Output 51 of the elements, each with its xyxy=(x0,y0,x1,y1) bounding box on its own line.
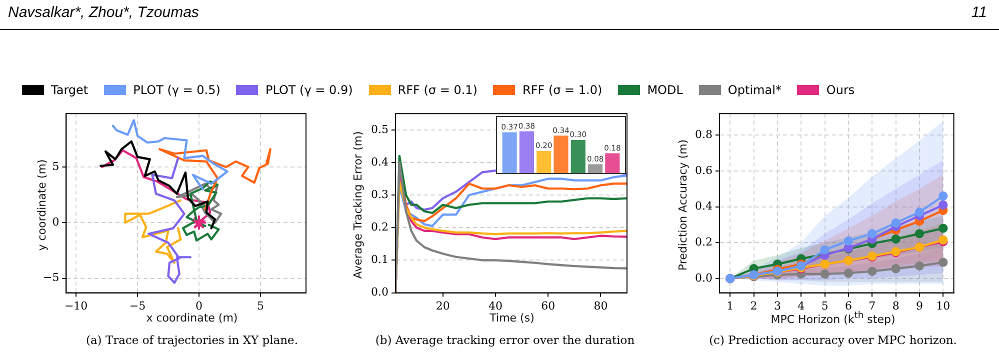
x-tick-label: 4 xyxy=(798,299,805,312)
x-tick-label: 1 xyxy=(726,299,734,312)
text: 11 xyxy=(971,4,987,21)
y-tick-label: 0.0 xyxy=(370,286,388,299)
y-axis-title: Prediction Accuracy (m) xyxy=(676,139,690,271)
y-tick-label: 5 xyxy=(52,160,60,173)
legend-label: PLOT (γ = 0.5) xyxy=(133,83,220,97)
x-tick-label: 20 xyxy=(436,299,450,312)
text: Navsalkar*, Zhou*, Tzoumas xyxy=(8,4,199,21)
y-tick-label: −5 xyxy=(42,271,60,284)
x-axis-title: MPC Horizon (k$^{th}$ step) xyxy=(770,310,896,326)
y-tick-label: 0.2 xyxy=(370,220,388,234)
x-tick-label: 8 xyxy=(892,299,900,312)
legend-label: Target xyxy=(51,83,88,97)
x-tick-label: 3 xyxy=(774,299,781,312)
x-tick-label: 9 xyxy=(916,299,923,312)
y-tick-label: 0.4 xyxy=(370,155,388,168)
y-tick-label: 0.3 xyxy=(370,188,388,201)
legend-label: MODL xyxy=(647,83,683,97)
x-tick-label: 80 xyxy=(594,299,608,312)
y-tick-label: 0.1 xyxy=(370,253,388,266)
y-tick-label: 0 xyxy=(52,216,60,229)
legend-label: PLOT (γ = 0.9) xyxy=(265,83,353,97)
x-tick-label: 6 xyxy=(844,299,852,312)
x-tick-label: 40 xyxy=(488,299,502,312)
text: (c) Prediction accuracy over MPC horizon. xyxy=(709,333,957,347)
y-axis-title: y coordinate (m) xyxy=(36,159,48,251)
text: (b) Average tracking error over the duration xyxy=(375,333,635,347)
y-tick-label: 0.8 xyxy=(694,128,712,141)
x-tick-label: −10 xyxy=(64,299,88,312)
x-tick-label: 10 xyxy=(936,299,950,312)
legend-label: RFF (σ = 0.1) xyxy=(398,83,478,97)
x-tick-label: 5 xyxy=(821,299,828,312)
y-axis-title: Average Tracking Error (m) xyxy=(352,131,364,279)
y-tick-label: 0.4 xyxy=(694,200,712,213)
x-tick-label: 7 xyxy=(868,299,876,312)
x-tick-label: 2 xyxy=(750,299,758,312)
y-tick-label: 0.2 xyxy=(694,235,712,248)
x-tick-label: 5 xyxy=(257,299,264,312)
legend-label: Optimal* xyxy=(728,83,782,97)
text: (a) Trace of trajectories in XY plane. xyxy=(86,333,298,347)
y-tick-label: 0.0 xyxy=(694,271,712,284)
x-tick-label: 0 xyxy=(196,299,203,312)
legend-label: RFF (σ = 1.0) xyxy=(522,83,602,97)
x-tick-label: 60 xyxy=(541,299,556,312)
y-tick-label: 0.6 xyxy=(694,164,712,177)
legend-label: Ours xyxy=(826,83,855,97)
x-axis-title: Time (s) xyxy=(490,312,534,324)
x-axis-title: x coordinate (m) xyxy=(146,312,238,324)
y-tick-label: 0.5 xyxy=(370,122,388,136)
x-tick-label: −5 xyxy=(129,299,146,312)
